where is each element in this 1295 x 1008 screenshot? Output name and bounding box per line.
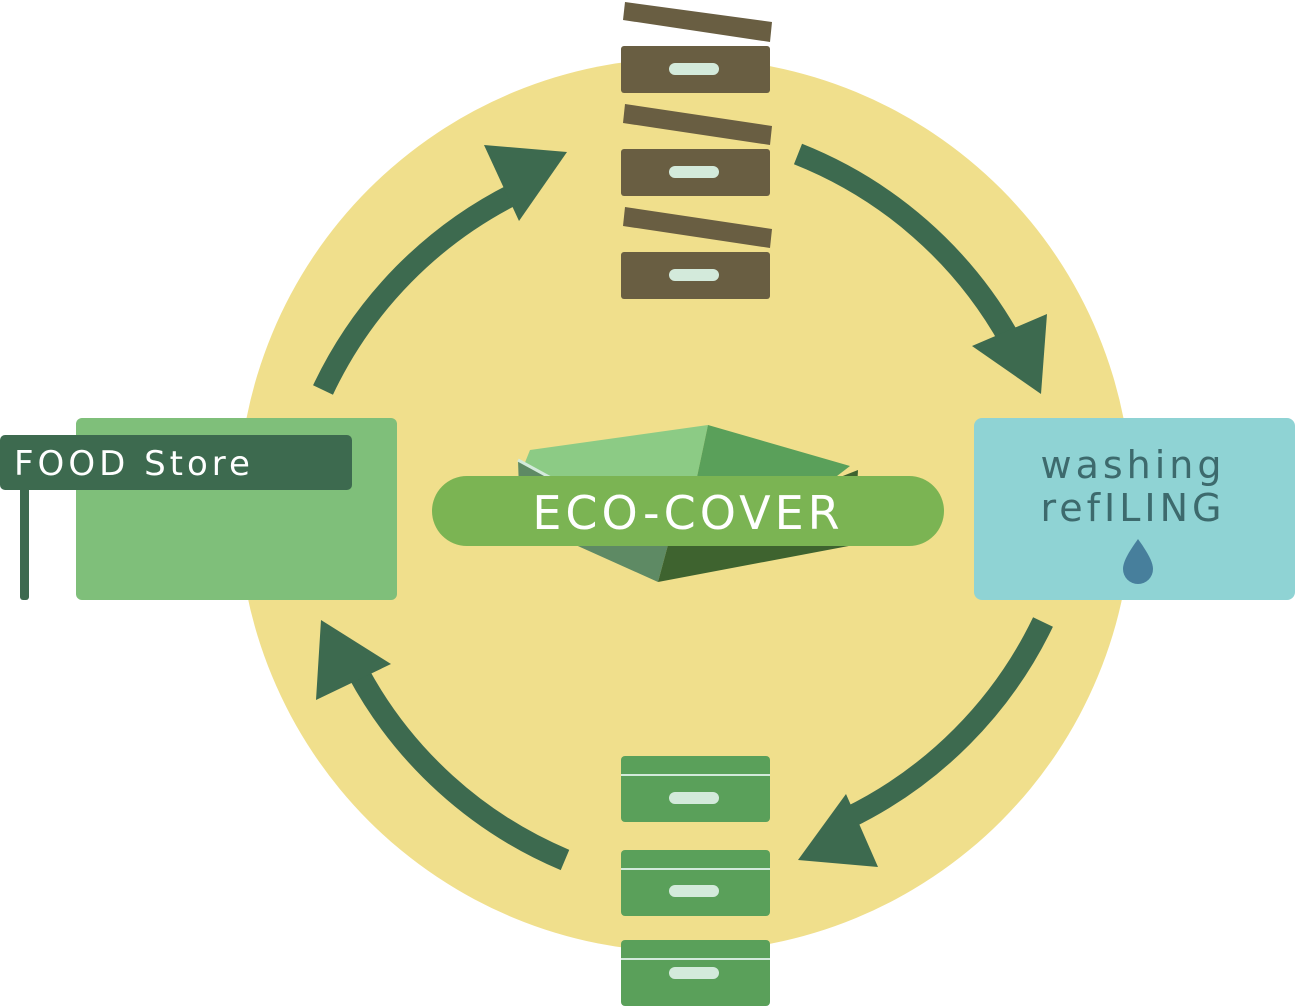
open-box bbox=[621, 2, 772, 93]
arrowhead-top-left bbox=[484, 145, 567, 221]
top-box-stack bbox=[621, 2, 772, 299]
washing-label-line1: washing bbox=[1040, 443, 1225, 487]
box-lid bbox=[623, 104, 772, 145]
box-lid-seam bbox=[621, 958, 770, 960]
washing-label-line2: refILING bbox=[1040, 486, 1225, 530]
bottom-box-stack bbox=[621, 756, 770, 1006]
food-store-sign bbox=[0, 435, 352, 490]
arrow-washing-to-bottom-stack bbox=[843, 617, 1053, 828]
box-lid-seam bbox=[621, 774, 770, 776]
water-drop-icon bbox=[1123, 539, 1153, 584]
box-handle bbox=[669, 792, 719, 804]
arrow-bottom-stack-to-food bbox=[348, 666, 570, 871]
signpost-icon bbox=[20, 470, 29, 600]
arrowhead-bottom-left bbox=[316, 620, 391, 700]
food-store-label: FOOD Store bbox=[14, 444, 254, 484]
open-box bbox=[621, 207, 772, 299]
arrowhead-top-right bbox=[972, 314, 1047, 394]
closed-box bbox=[621, 940, 770, 1006]
arrow-top-stack-to-washing bbox=[793, 143, 1020, 346]
box-lid bbox=[623, 207, 772, 248]
box-handle bbox=[669, 885, 719, 897]
cycle-arrows bbox=[313, 143, 1053, 871]
box-lid-seam bbox=[621, 868, 770, 870]
arrow-food-to-top-stack bbox=[313, 182, 523, 395]
closed-box bbox=[621, 756, 770, 822]
box-body bbox=[621, 756, 770, 822]
washing-node: washing refILING bbox=[974, 418, 1295, 600]
food-store-node: FOOD Store bbox=[0, 418, 397, 600]
eco-cover-badge bbox=[432, 476, 944, 546]
box-handle bbox=[669, 63, 719, 75]
box-handle bbox=[669, 166, 719, 178]
arrowhead-bottom-right bbox=[798, 794, 878, 867]
washing-panel bbox=[974, 418, 1295, 600]
eco-cover-title: ECO-COVER bbox=[532, 486, 843, 540]
box-body bbox=[621, 850, 770, 916]
box-handle bbox=[669, 967, 719, 979]
box-handle bbox=[669, 269, 719, 281]
open-box bbox=[621, 104, 772, 196]
eco-cover-centerpiece: ECO-COVER bbox=[432, 425, 944, 582]
box-lid bbox=[623, 2, 772, 42]
closed-box bbox=[621, 850, 770, 916]
